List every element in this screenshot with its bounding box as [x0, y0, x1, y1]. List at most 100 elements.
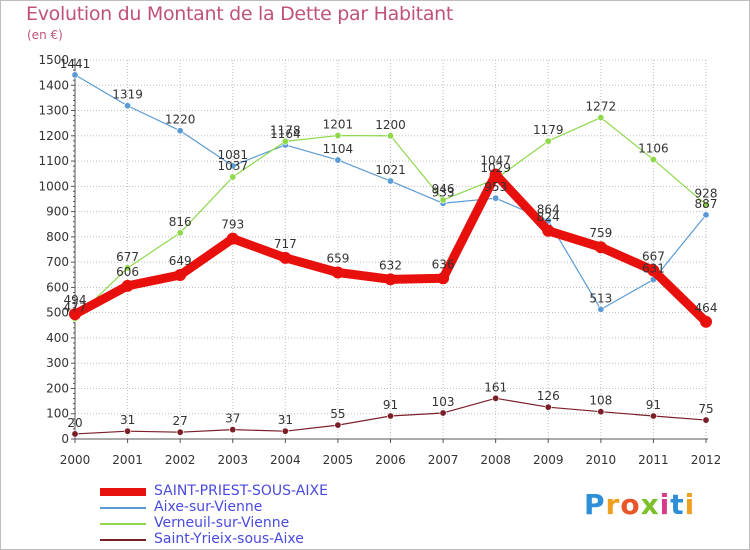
proxiti-logo: Proxiti	[584, 488, 696, 521]
series-point-verneuil-sur-vienne	[439, 196, 447, 204]
series-point-verneuil-sur-vienne	[386, 132, 394, 140]
legend-label-saint-yrieix: Saint-Yrieix-sous-Aixe	[154, 531, 304, 547]
series-point-verneuil-sur-vienne	[281, 137, 289, 145]
data-label-saint-priest-sous-aixe: 464	[695, 301, 718, 315]
data-label-verneuil-sur-vienne: 1272	[586, 100, 617, 114]
y-tick-label: 400	[46, 331, 69, 345]
data-label-saint-yrieix-sous-aixe: 31	[120, 413, 135, 427]
series-point-aixe-sur-vienne	[71, 71, 79, 79]
y-tick-label: 1400	[38, 78, 69, 92]
x-tick-label: 2006	[375, 453, 406, 467]
data-label-saint-yrieix-sous-aixe: 91	[646, 398, 661, 412]
data-label-saint-priest-sous-aixe: 659	[326, 251, 349, 265]
data-label-saint-priest-sous-aixe: 717	[274, 237, 297, 251]
series-point-saint-yrieix-sous-aixe	[334, 421, 342, 429]
x-tick-label: 2005	[323, 453, 354, 467]
series-point-aixe-sur-vienne	[386, 177, 394, 185]
series-point-saint-yrieix-sous-aixe	[281, 427, 289, 435]
series-point-verneuil-sur-vienne	[334, 132, 342, 140]
data-label-saint-priest-sous-aixe: 649	[169, 254, 192, 268]
legend-item-verneuil: Verneuil-sur-Vienne	[100, 515, 360, 532]
series-point-saint-priest-sous-aixe	[226, 232, 239, 245]
data-label-saint-priest-sous-aixe: 1047	[480, 153, 511, 167]
data-label-aixe-sur-vienne: 1021	[375, 163, 406, 177]
legend-label-aixe: Aixe-sur-Vienne	[154, 499, 263, 515]
data-label-saint-priest-sous-aixe: 606	[116, 265, 139, 279]
series-point-aixe-sur-vienne	[124, 102, 132, 110]
x-tick-label: 2012	[691, 453, 722, 467]
data-label-saint-priest-sous-aixe: 632	[379, 258, 402, 272]
series-point-saint-priest-sous-aixe	[542, 224, 555, 237]
series-point-saint-yrieix-sous-aixe	[386, 412, 394, 420]
series-point-verneuil-sur-vienne	[124, 264, 132, 272]
series-point-saint-yrieix-sous-aixe	[124, 427, 132, 435]
data-label-saint-yrieix-sous-aixe: 55	[330, 407, 345, 421]
data-label-aixe-sur-vienne: 513	[589, 291, 612, 305]
data-label-aixe-sur-vienne: 1164	[270, 127, 301, 141]
series-point-saint-yrieix-sous-aixe	[492, 394, 500, 402]
y-tick-label: 0	[61, 432, 69, 446]
data-label-verneuil-sur-vienne: 1201	[323, 118, 354, 132]
series-point-saint-yrieix-sous-aixe	[597, 408, 605, 416]
series-point-saint-yrieix-sous-aixe	[176, 428, 184, 436]
legend-item-aixe: Aixe-sur-Vienne	[100, 499, 360, 516]
series-point-aixe-sur-vienne	[334, 156, 342, 164]
series-point-saint-yrieix-sous-aixe	[649, 412, 657, 420]
data-label-verneuil-sur-vienne: 1106	[638, 142, 669, 156]
series-point-saint-priest-sous-aixe	[69, 308, 81, 321]
series-point-saint-priest-sous-aixe	[331, 266, 344, 279]
data-label-saint-yrieix-sous-aixe: 103	[432, 395, 455, 409]
x-tick-label: 2003	[217, 453, 248, 467]
y-tick-label: 500	[46, 306, 69, 320]
data-label-aixe-sur-vienne: 631	[642, 262, 665, 276]
data-label-verneuil-sur-vienne: 1200	[375, 118, 406, 132]
data-label-verneuil-sur-vienne: 1037	[217, 159, 248, 173]
data-label-saint-yrieix-sous-aixe: 27	[173, 414, 188, 428]
y-tick-label: 100	[46, 407, 69, 421]
series-point-aixe-sur-vienne	[702, 211, 710, 219]
series-point-verneuil-sur-vienne	[649, 156, 657, 164]
series-point-aixe-sur-vienne	[492, 194, 500, 202]
data-label-saint-priest-sous-aixe: 667	[642, 249, 665, 263]
x-tick-label: 2009	[533, 453, 564, 467]
y-tick-label: 1500	[38, 53, 69, 67]
y-tick-label: 1100	[38, 154, 69, 168]
data-label-aixe-sur-vienne: 887	[695, 197, 718, 211]
series-point-saint-priest-sous-aixe	[594, 241, 607, 254]
y-tick-label: 700	[46, 255, 69, 269]
data-label-saint-yrieix-sous-aixe: 75	[698, 402, 713, 416]
x-tick-label: 2004	[270, 453, 301, 467]
x-tick-label: 2000	[60, 453, 91, 467]
data-label-saint-priest-sous-aixe: 636	[432, 257, 455, 271]
data-label-saint-priest-sous-aixe: 759	[589, 226, 612, 240]
data-label-saint-yrieix-sous-aixe: 20	[67, 416, 82, 430]
series-point-aixe-sur-vienne	[544, 217, 552, 225]
series-point-verneuil-sur-vienne	[597, 114, 605, 122]
data-label-verneuil-sur-vienne: 928	[695, 187, 718, 201]
data-label-aixe-sur-vienne: 1319	[112, 88, 143, 102]
y-tick-label: 300	[46, 356, 69, 370]
legend-swatch-saint-yrieix	[100, 539, 146, 541]
series-point-saint-priest-sous-aixe	[121, 279, 134, 292]
series-point-saint-priest-sous-aixe	[489, 168, 502, 181]
series-point-verneuil-sur-vienne	[176, 229, 184, 237]
data-label-aixe-sur-vienne: 953	[484, 180, 507, 194]
series-point-verneuil-sur-vienne	[229, 173, 237, 181]
data-label-aixe-sur-vienne: 1081	[217, 148, 248, 162]
data-label-saint-yrieix-sous-aixe: 91	[383, 398, 398, 412]
series-point-aixe-sur-vienne	[597, 305, 605, 313]
y-tick-label: 1000	[38, 179, 69, 193]
legend-label-verneuil: Verneuil-sur-Vienne	[154, 515, 290, 531]
data-label-saint-yrieix-sous-aixe: 161	[484, 380, 507, 394]
legend-item-saint-priest: SAINT-PRIEST-SOUS-AIXE	[100, 483, 360, 500]
data-label-saint-yrieix-sous-aixe: 108	[589, 394, 612, 408]
series-point-saint-priest-sous-aixe	[174, 269, 187, 282]
data-label-saint-priest-sous-aixe: 793	[221, 218, 244, 232]
chart-title: Evolution du Montant de la Dette par Hab…	[26, 3, 454, 25]
legend-swatch-verneuil	[100, 523, 146, 525]
series-point-aixe-sur-vienne	[229, 162, 237, 170]
y-tick-label: 1300	[38, 104, 69, 118]
data-label-aixe-sur-vienne: 864	[537, 203, 560, 217]
series-point-saint-yrieix-sous-aixe	[229, 426, 237, 434]
